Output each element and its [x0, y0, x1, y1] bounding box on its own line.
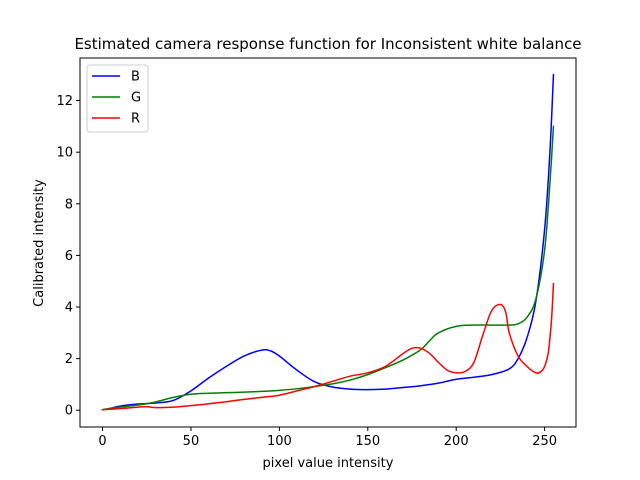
- x-tick-label: 150: [355, 434, 380, 449]
- y-tick-label: 0: [65, 404, 73, 419]
- chart-title: Estimated camera response function for I…: [74, 35, 581, 53]
- series-lines: [101, 73, 555, 411]
- y-tick-label: 4: [65, 301, 73, 316]
- series-line-g: [101, 125, 555, 411]
- x-tick-label: 100: [267, 434, 292, 449]
- y-axis-label: Calibrated intensity: [32, 179, 47, 307]
- y-tick-label: 10: [56, 146, 73, 161]
- y-tick-label: 6: [65, 249, 73, 264]
- legend-box: [86, 64, 149, 133]
- x-tick-label: 250: [532, 434, 557, 449]
- x-tick-label: 0: [98, 434, 106, 449]
- legend-label-b: B: [131, 70, 140, 85]
- legend-label-g: G: [131, 91, 141, 106]
- plot-area: [79, 57, 577, 428]
- y-tick-label: 12: [56, 94, 73, 109]
- x-axis-ticks: 0 50 100 150 200 250: [98, 427, 557, 449]
- series-line-b: [101, 73, 555, 411]
- axes-frame: [79, 57, 577, 428]
- series-line-r: [101, 283, 555, 411]
- y-tick-label: 8: [65, 197, 73, 212]
- y-tick-label: 2: [65, 352, 73, 367]
- legend: BGR: [86, 64, 149, 133]
- x-tick-label: 200: [444, 434, 469, 449]
- legend-label-r: R: [131, 112, 140, 127]
- y-axis-ticks: 0 2 4 6 8 10 12: [56, 94, 80, 419]
- x-axis-label: pixel value intensity: [263, 456, 394, 471]
- x-tick-label: 50: [183, 434, 200, 449]
